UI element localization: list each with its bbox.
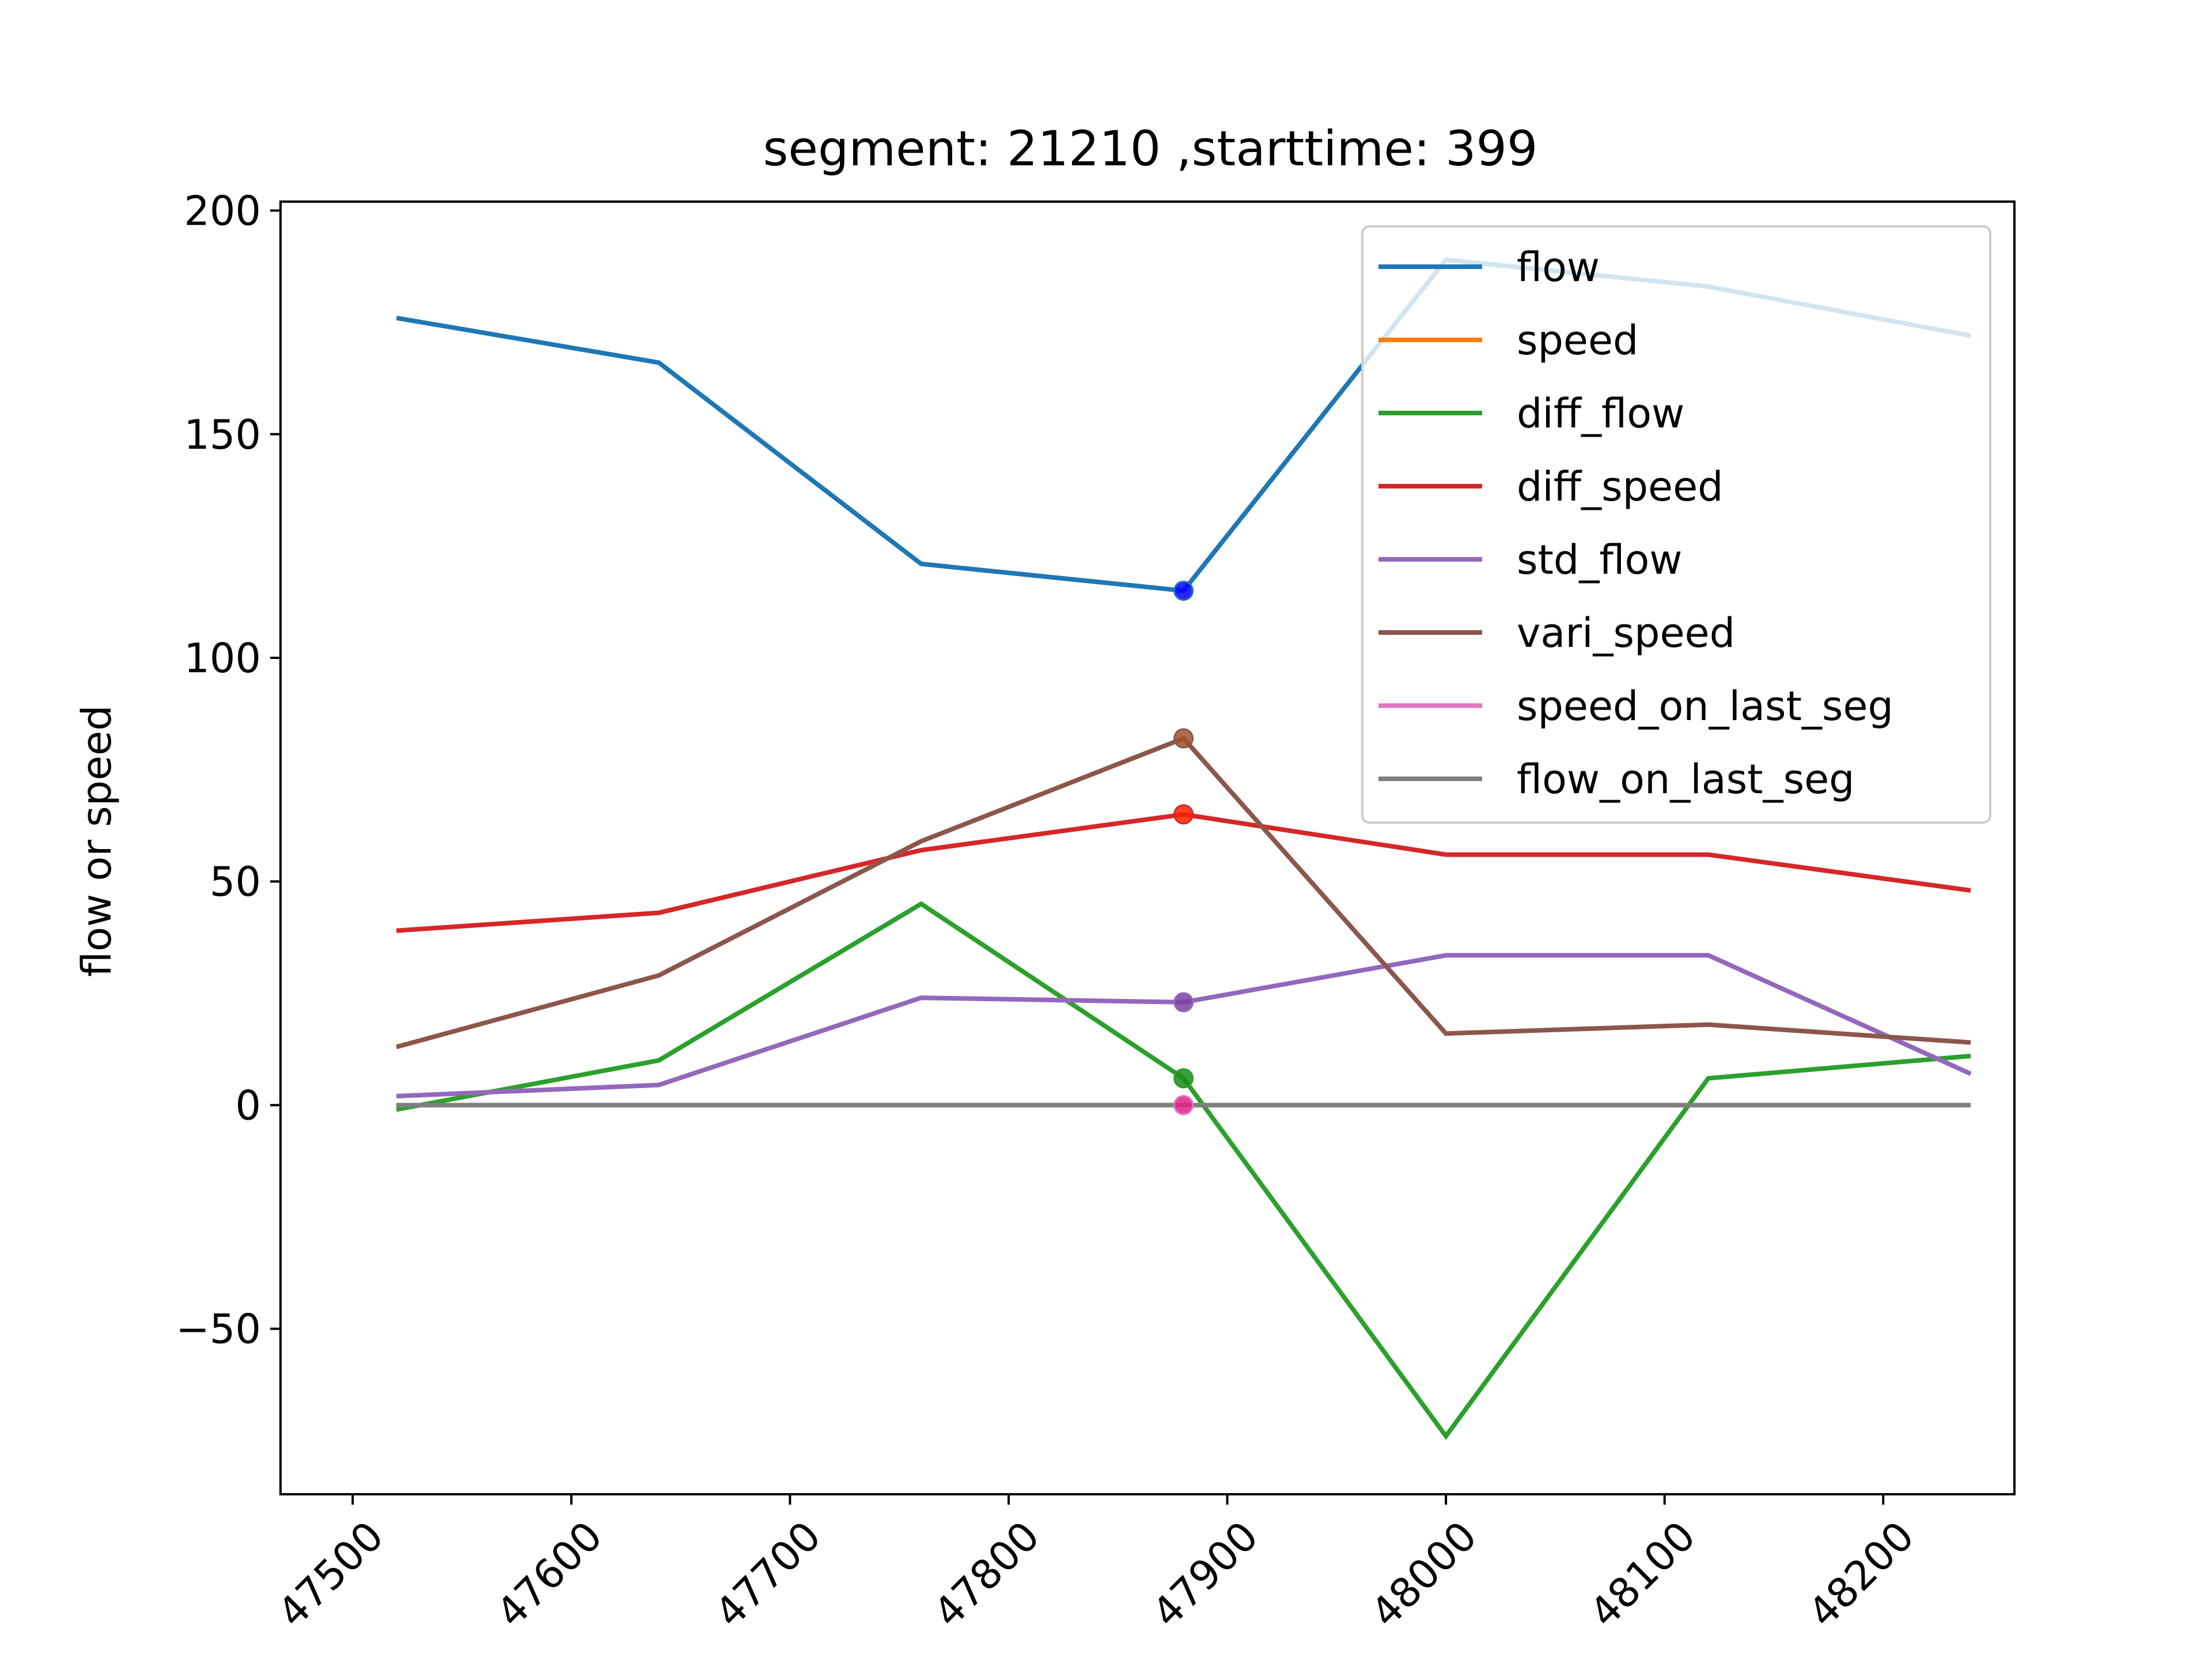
legend-label-flow: flow [1517, 244, 1600, 291]
y-tick-label: 50 [210, 858, 261, 906]
legend-box [1361, 225, 1991, 824]
legend-label-speed: speed [1517, 317, 1638, 364]
y-axis: −50 0 50 100 150 200 [176, 188, 281, 1353]
highlight-point-diff_flow [1173, 1068, 1194, 1089]
y-tick-label: 100 [184, 635, 261, 682]
legend-label-speed_on_last_seg: speed_on_last_seg [1517, 683, 1893, 730]
legend-label-vari_speed: vari_speed [1517, 609, 1735, 657]
highlight-point-flow [1173, 581, 1194, 601]
y-tick-label: 150 [184, 411, 261, 459]
y-tick-label: −50 [176, 1306, 261, 1353]
y-axis-label: flow or speed [73, 705, 120, 977]
chart-title: segment: 21210 ,starttime: 399 [763, 120, 1538, 177]
legend: flow speed diff_flow diff_speed std_flowvari… [1361, 225, 1991, 824]
y-tick-label: 200 [184, 188, 261, 235]
legend-label-diff_flow: diff_flow [1517, 390, 1684, 437]
highlight-point-diff_speed [1173, 804, 1194, 825]
highlight-point-vari_speed [1173, 728, 1194, 749]
legend-label-std_flow: std_flow [1517, 536, 1683, 584]
y-tick-label: 0 [235, 1082, 261, 1129]
highlight-point-speed_on_last_seg [1173, 1095, 1194, 1115]
plot-frame [279, 200, 2016, 1495]
legend-label-flow_on_last_seg: flow_on_last_seg [1517, 756, 1855, 803]
plot-area [396, 257, 1972, 1440]
highlight-point-std_flow [1173, 992, 1194, 1013]
legend-label-diff_speed: diff_speed [1517, 463, 1724, 510]
